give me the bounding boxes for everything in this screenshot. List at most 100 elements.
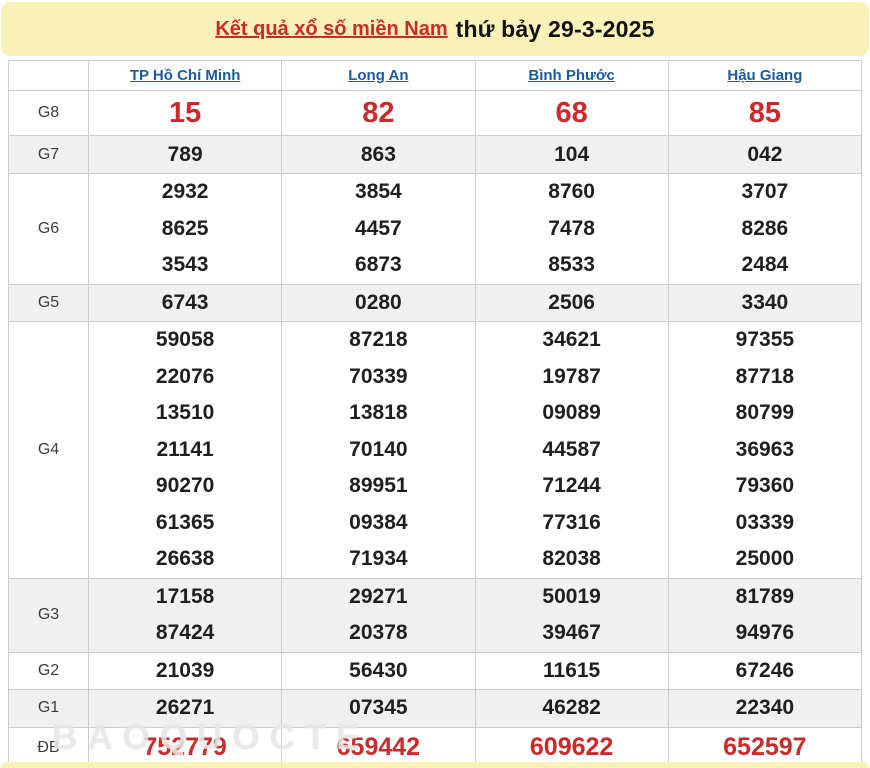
result-value: 8760 [548,180,595,204]
result-value: 82 [362,96,395,129]
result-value: 11615 [543,658,601,682]
result-value: 70140 [349,437,408,461]
result-value: 8625 [161,216,209,240]
prize-row-G5: G5 6743 0280 2506 3340 [8,283,863,322]
result-value: 21039 [155,658,215,682]
result-value: 39467 [542,621,601,645]
result-value: 79360 [735,474,795,498]
province-link[interactable]: Bình Phước [528,66,615,84]
result-cell: 85 [667,90,863,136]
result-value: 68 [555,96,588,129]
result-value: 13510 [155,401,215,425]
draw-date: thứ bảy 29-3-2025 [455,15,655,42]
result-value: 71934 [349,547,408,571]
result-value: 67246 [735,658,795,682]
result-value: 87718 [735,364,795,388]
prize-row-G7: G7 789 863 104 042 [8,135,863,174]
result-value: 89951 [349,474,408,498]
prize-row-DB: ĐB 752779 659442 609622 652597 [8,726,863,768]
column-header-2: Long An [281,60,476,91]
province-link[interactable]: Hậu Giang [727,66,803,84]
column-header-4: Hậu Giang [667,60,863,91]
result-value: 90270 [155,474,215,498]
province-link[interactable]: Long An [348,66,409,84]
result-cell: 0280 [281,283,476,322]
result-value: 8286 [741,216,789,240]
result-cell: 87218 70339 13818 70140 89951 09384 71934 [281,321,476,579]
result-value: 15 [168,96,202,129]
result-value: 29271 [349,584,408,608]
result-cell: 6743 [87,283,283,322]
result-value: 25000 [735,547,795,571]
title-banner: Kết quả xổ số miền Nam thứ bảy 29-3-2025 [1,2,869,56]
prize-row-G2: G2 21039 56430 11615 67246 [8,651,863,690]
result-value: 2484 [741,253,789,277]
result-value: 94976 [735,621,795,645]
result-value: 17158 [155,584,215,608]
column-header-1: TP Hồ Chí Minh [87,60,283,91]
result-value: 85 [748,96,781,129]
result-value: 87218 [349,328,408,352]
result-cell: 2506 [474,283,669,322]
result-value: 56430 [349,658,408,682]
results-title-link[interactable]: Kết quả xổ số miền Nam [215,17,448,40]
result-value: 3707 [741,180,789,204]
result-value: 26638 [155,547,215,571]
corner-cell [8,60,89,91]
result-cell: 752779 [87,726,283,768]
result-value: 6873 [355,253,402,277]
result-value: 042 [747,142,783,166]
result-value: 59058 [155,328,215,352]
result-value: 3543 [161,253,209,277]
result-value: 22340 [735,696,795,720]
prize-row-G6: G6 2932 8625 3543 3854 4457 6873 8760 7478 8533 37… [8,173,863,285]
result-cell: 104 [474,135,669,174]
result-value: 70339 [349,364,408,388]
result-value: 03339 [735,510,795,534]
result-value: 87424 [155,621,215,645]
result-value: 21141 [156,437,214,461]
result-value: 71244 [542,474,601,498]
result-value: 3340 [741,290,789,314]
results-table: TP Hồ Chí Minh Long An Bình Phước Hậu Giang… [8,60,863,768]
result-value: 609622 [529,733,614,761]
prize-label: G1 [8,689,89,728]
result-cell: 3340 [667,283,863,322]
result-value: 6743 [161,290,209,314]
result-value: 81789 [735,584,795,608]
result-cell: 17158 87424 [87,577,283,653]
result-cell: 34621 19787 09089 44587 71244 77316 82038 [474,321,669,579]
result-cell: 789 [87,135,283,174]
result-cell: 68 [474,90,669,136]
result-value: 7478 [548,216,595,240]
result-value: 97355 [735,328,795,352]
result-value: 80799 [735,401,795,425]
result-value: 652597 [723,733,807,761]
footer-strip [1,762,869,768]
result-value: 2932 [161,180,209,204]
prize-label: ĐB [8,726,89,768]
result-value: 8533 [548,253,595,277]
result-cell: 50019 39467 [474,577,669,653]
prize-row-G3: G3 17158 87424 29271 20378 50019 39467 81789 949… [8,577,863,653]
result-value: 19787 [542,364,601,388]
result-cell: 26271 [87,689,283,728]
result-value: 20378 [349,621,408,645]
result-value: 82038 [542,547,601,571]
result-cell: 2932 8625 3543 [87,173,283,285]
prize-label: G5 [8,283,89,322]
province-link[interactable]: TP Hồ Chí Minh [129,66,241,84]
result-value: 13818 [349,401,408,425]
result-cell: 22340 [667,689,863,728]
result-cell: 29271 20378 [281,577,476,653]
result-cell: 8760 7478 8533 [474,173,669,285]
prize-label: G2 [8,651,89,690]
prize-label: G4 [8,321,89,579]
result-value: 09089 [542,401,601,425]
result-cell: 042 [667,135,863,174]
prize-label: G8 [8,90,89,136]
result-value: 46282 [542,696,601,720]
prize-row-G4: G4 59058 22076 13510 21141 90270 61365 26638 872… [8,321,863,579]
result-cell: 07345 [281,689,476,728]
